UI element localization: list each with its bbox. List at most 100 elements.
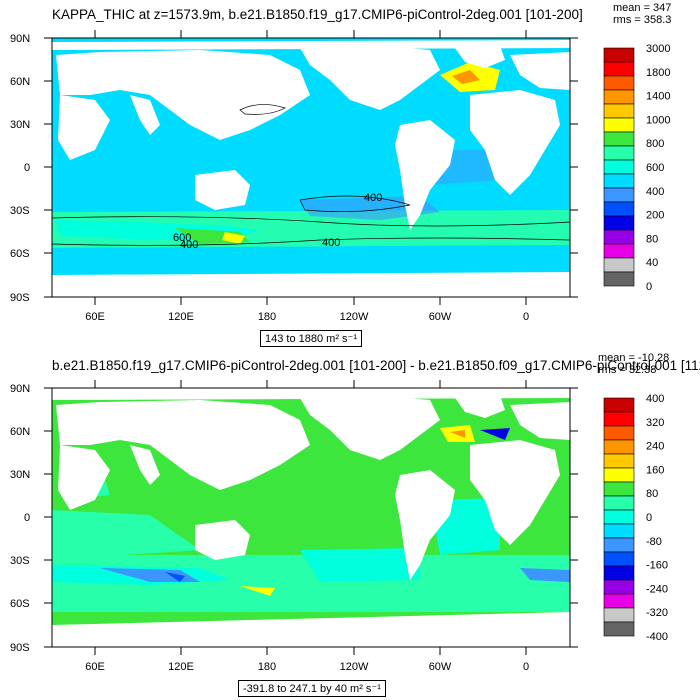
lat-tick-label: 60S (10, 598, 30, 610)
lat-tick-label: 90S (10, 292, 30, 304)
map-plot: 400 600 400 400 90N 60N 30N 0 30S 60S 90… (10, 30, 670, 323)
colorbar-tick-label: -160 (646, 560, 668, 572)
colorbar-box (603, 201, 635, 217)
range-label: -391.8 to 247.1 by 40 m² s⁻¹ (238, 680, 386, 697)
lat-tick-label: 30N (10, 469, 30, 481)
lat-tick-label: 90S (10, 642, 30, 654)
colorbar-tick-label: 1000 (646, 114, 670, 126)
acc-peak (222, 232, 245, 244)
colorbar-box (603, 621, 635, 637)
colorbar-box (603, 411, 635, 427)
contour-lines (52, 104, 570, 246)
map-plot: 90N 60N 30N 0 30S 60S 90S 60E 120E 180 1… (10, 380, 668, 673)
lon-tick-label: 180 (258, 311, 276, 323)
lat-tick-label: 90N (10, 383, 30, 395)
stats-box: mean = -10.28 rms = 32.38 (598, 352, 669, 376)
panel-title: b.e21.B1850.f19_g17.CMIP6-piControl-2deg… (52, 358, 700, 373)
lat-tick-label: 90N (10, 33, 30, 45)
stats-mean: mean = -10.28 (598, 352, 670, 364)
colorbar-tick-label: 800 (646, 138, 664, 150)
map-panel-top: KAPPA_THIC at z=1573.9m, b.e21.B1850.f19… (10, 2, 671, 347)
lat-axis: 90N 60N 30N 0 30S 60S 90S (10, 33, 578, 304)
colorbar-box (603, 551, 635, 567)
colorbar-tick-label: 400 (646, 186, 664, 198)
colorbar-box (603, 565, 635, 581)
colorbar-box (603, 425, 635, 441)
colorbar-box (603, 243, 635, 259)
colorbar-box (603, 257, 635, 273)
map-field (52, 388, 570, 647)
lon-tick-label: 180 (258, 661, 276, 673)
colorbar-tick-label: 160 (646, 464, 664, 476)
colorbar-box (603, 481, 635, 497)
colorbar: 400 320 240 160 80 0 -80 -160 -240 -320 -400 (603, 393, 668, 643)
panel-title: KAPPA_THIC at z=1573.9m, b.e21.B1850.f19… (52, 7, 583, 22)
stats-rms: rms = 358.3 (613, 14, 672, 26)
map-field (52, 38, 570, 297)
colorbar-box (603, 467, 635, 483)
colorbar-box (603, 173, 635, 189)
colorbar-tick-label: 1800 (646, 67, 670, 79)
colorbar-box (603, 439, 635, 455)
lon-tick-label: 120W (340, 661, 369, 673)
colorbar-box (603, 47, 635, 63)
lon-tick-label: 60E (85, 311, 105, 323)
colorbar-tick-label: 1400 (646, 91, 670, 103)
range-label: 143 to 1880 m² s⁻¹ (260, 330, 363, 347)
stats-box: mean = 347 rms = 358.3 (613, 2, 671, 26)
colorbar-box (603, 187, 635, 203)
na-peak (450, 430, 465, 438)
colorbar-box (603, 579, 635, 595)
colorbar-tick-label: -80 (646, 536, 662, 548)
colorbar-box (603, 607, 635, 623)
lon-tick-label: 0 (523, 311, 529, 323)
lat-tick-label: 60N (10, 76, 30, 88)
stats-mean: mean = 347 (613, 2, 672, 14)
na-cold (480, 428, 510, 440)
lat-tick-label: 30S (10, 555, 30, 567)
colorbar-tick-label: 0 (646, 512, 652, 524)
colorbar-tick-label: 40 (646, 257, 658, 269)
colorbar-box (603, 523, 635, 539)
indian-ocean-neg (52, 510, 200, 560)
lat-tick-label: 60N (10, 426, 30, 438)
colorbar-box (603, 75, 635, 91)
lon-axis: 60E 120E 180 120W 60W 0 (85, 380, 529, 673)
pos-spot (240, 586, 275, 596)
lat-tick-label: 0 (24, 512, 30, 524)
lat-tick-label: 30S (10, 205, 30, 217)
colorbar-box (603, 593, 635, 609)
pacific-neg (300, 548, 420, 582)
antarctic-margin (52, 245, 570, 275)
colorbar-box (603, 495, 635, 511)
colorbar-box (603, 145, 635, 161)
colorbar-box (603, 509, 635, 525)
colorbar-box (603, 117, 635, 133)
colorbar-tick-label: -240 (646, 583, 668, 595)
colorbar-box (603, 397, 635, 413)
southern-neg4 (165, 572, 185, 582)
lon-tick-label: 120W (340, 311, 369, 323)
colorbar-tick-label: 320 (646, 417, 664, 429)
lon-tick-label: 0 (523, 661, 529, 673)
colorbar-box (603, 215, 635, 231)
lon-tick-label: 60W (429, 661, 452, 673)
colorbar-box (603, 453, 635, 469)
lon-axis: 60E 120E 180 120W 60W 0 (85, 30, 529, 323)
colorbar-tick-label: 80 (646, 488, 658, 500)
map-panel-bottom: b.e21.B1850.f19_g17.CMIP6-piControl-2deg… (0, 350, 700, 700)
colorbar-tick-label: 600 (646, 162, 664, 174)
colorbar-box (603, 131, 635, 147)
colorbar-tick-label: 240 (646, 441, 664, 453)
colorbar-tick-label: 3000 (646, 43, 670, 55)
colorbar-box (603, 103, 635, 119)
stats-rms: rms = 32.38 (598, 364, 657, 376)
contour-label: 400 (322, 237, 340, 249)
colorbar-tick-label: 200 (646, 210, 664, 222)
north-atlantic-peak (452, 70, 480, 84)
colorbar-box (603, 537, 635, 553)
contour-label: 400 (180, 239, 198, 251)
colorbar-box (603, 89, 635, 105)
colorbar-tick-label: 400 (646, 393, 664, 405)
